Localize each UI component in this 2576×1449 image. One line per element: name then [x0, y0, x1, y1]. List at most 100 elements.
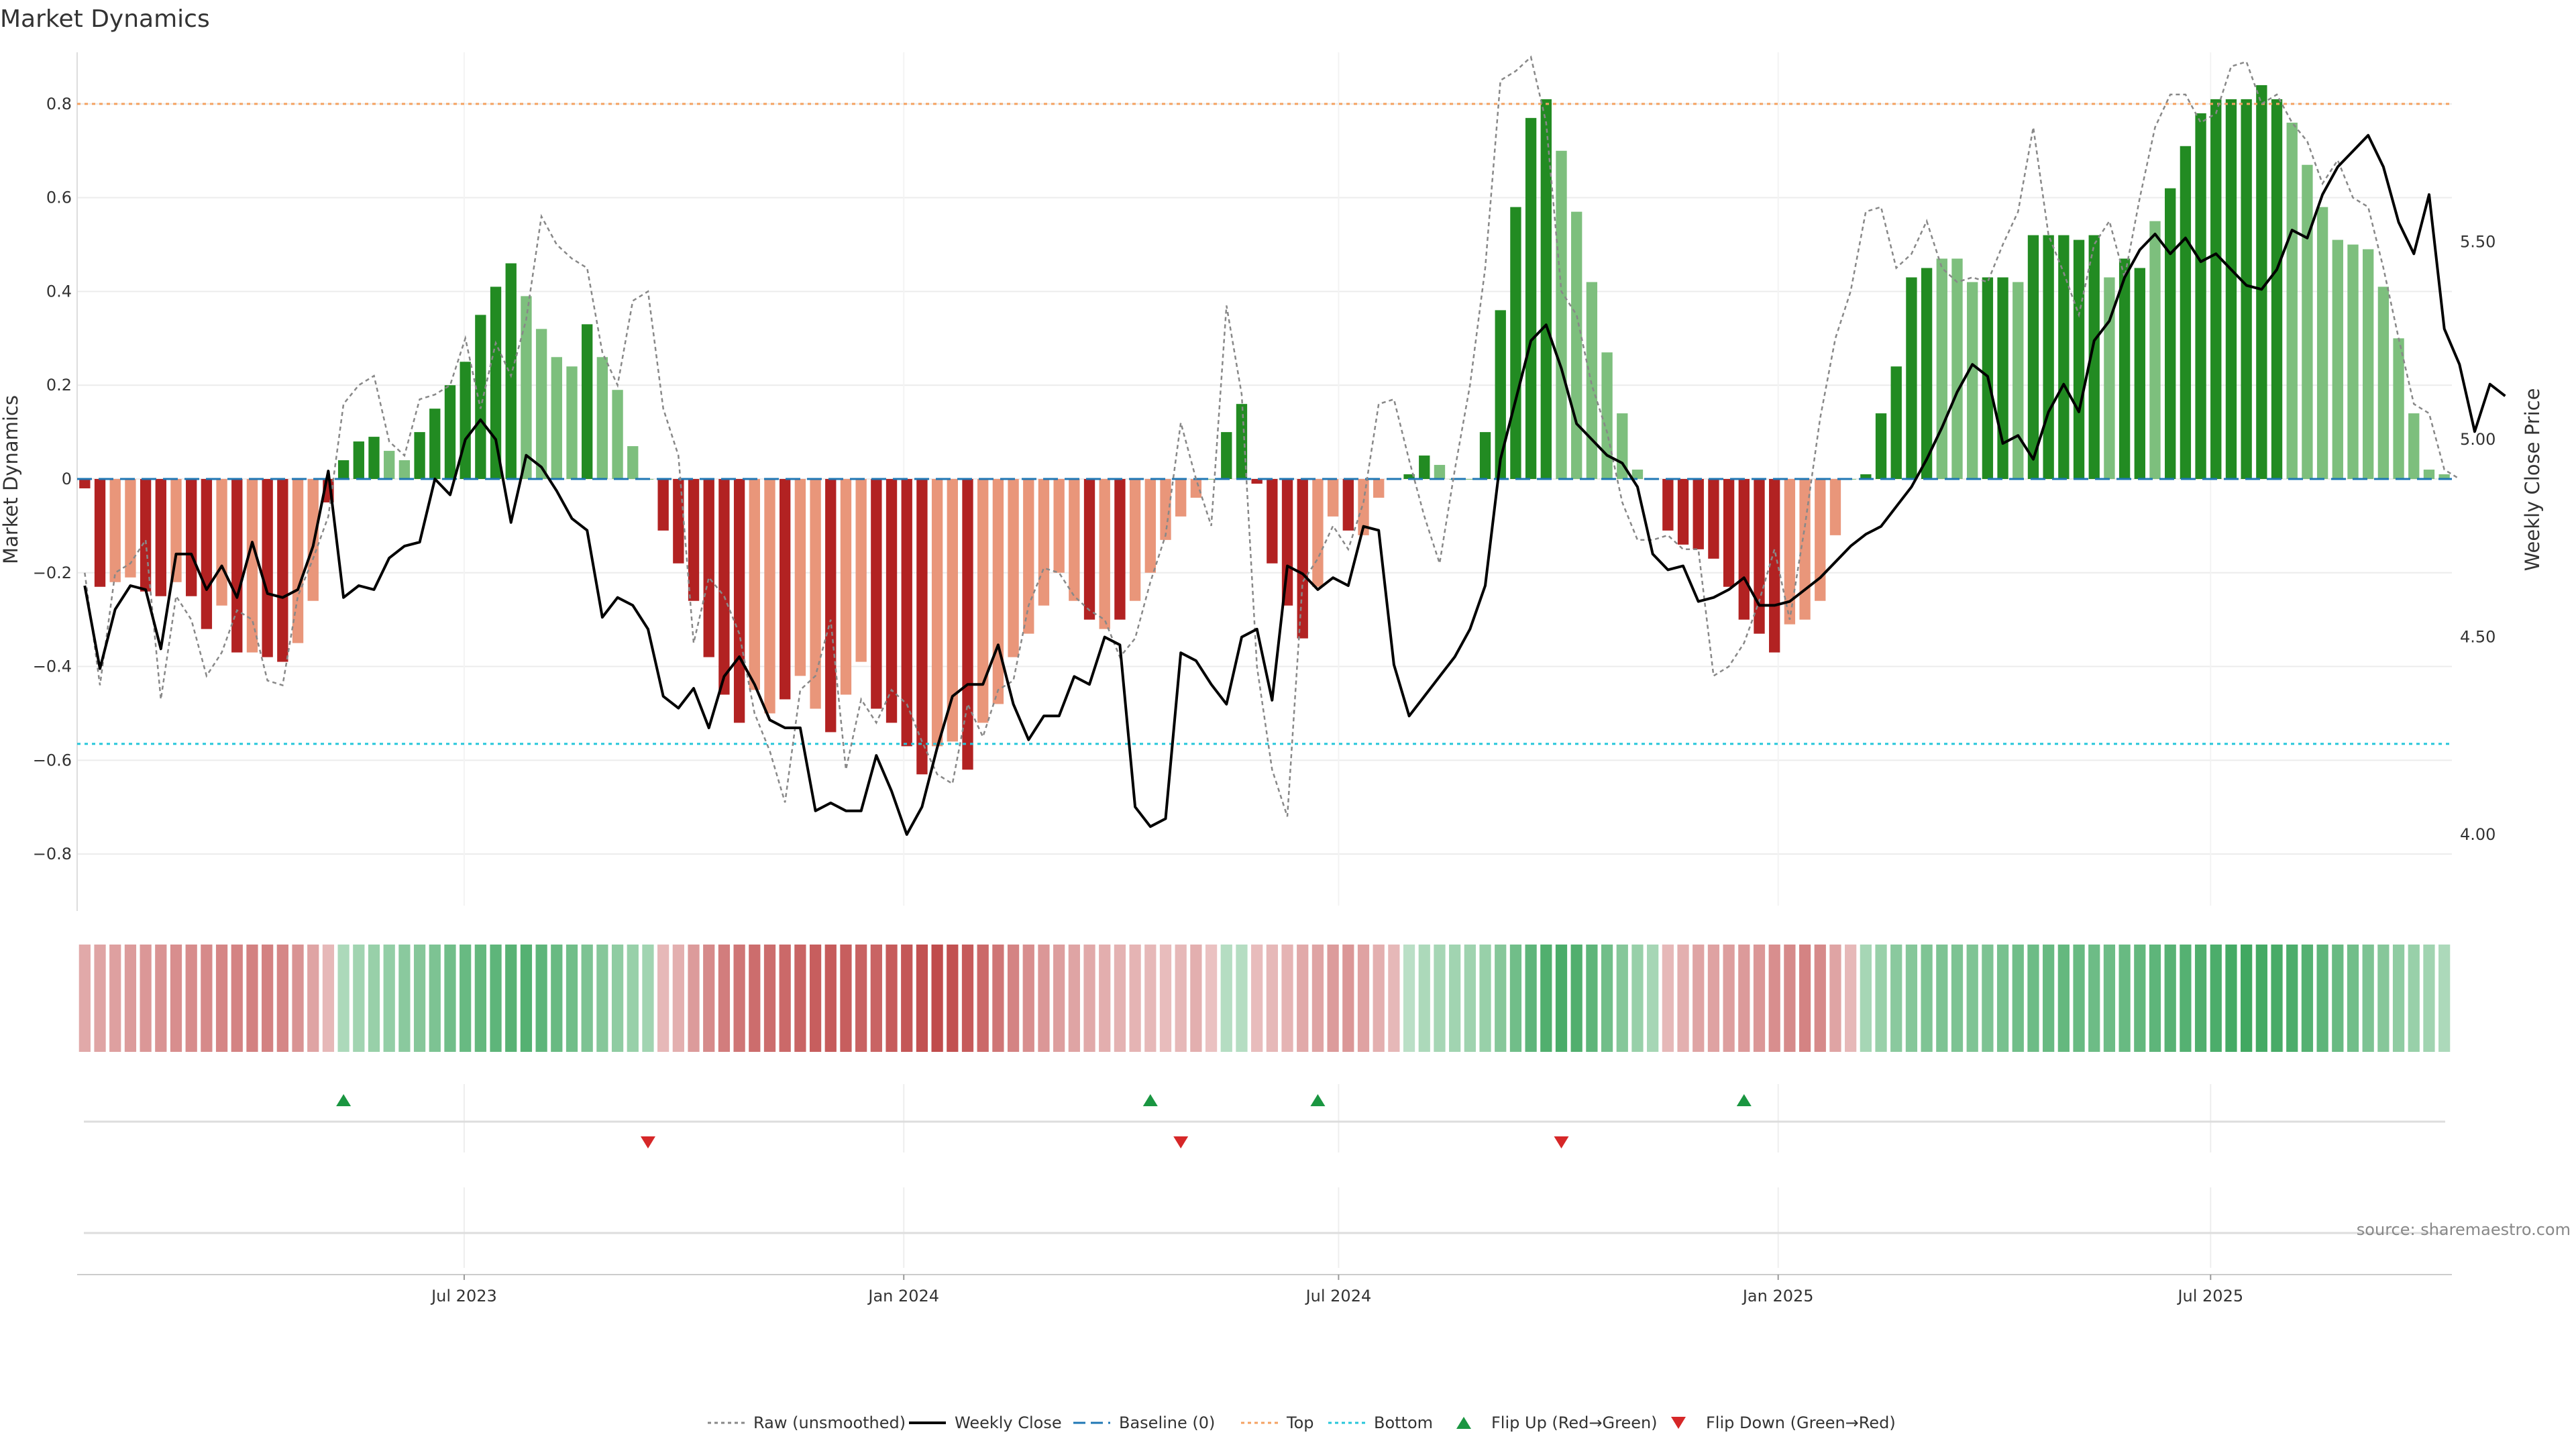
strip-cell: [2362, 945, 2374, 1052]
strip-cell: [185, 945, 197, 1052]
strip-cell: [124, 945, 137, 1052]
dynamics-bar: [1281, 479, 1293, 606]
strip-cell: [1114, 945, 1126, 1052]
dynamics-bar: [855, 479, 867, 662]
dynamics-bar: [840, 479, 852, 695]
legend-item: Flip Up (Red→Green): [1456, 1413, 1658, 1432]
strip-cell: [307, 945, 319, 1052]
strip-cell: [703, 945, 715, 1052]
strip-cell: [2347, 945, 2359, 1052]
strip-cell: [1540, 945, 1552, 1052]
line-series: [77, 55, 2506, 836]
strip-cell: [931, 945, 943, 1052]
dynamics-bar: [140, 479, 152, 592]
dynamics-bar: [1906, 277, 1917, 479]
dynamics-bar: [337, 460, 350, 479]
dynamics-bar: [2393, 338, 2404, 479]
right-y-ticks: 4.00 4.50 5.00 5.50: [2460, 233, 2496, 844]
strip-cell: [2103, 945, 2116, 1052]
dynamics-bar: [460, 362, 471, 479]
strip-cell: [292, 945, 304, 1052]
strip-cell: [2225, 945, 2237, 1052]
legend-item: Flip Down (Green→Red): [1671, 1413, 1896, 1432]
dynamics-bar: [170, 479, 182, 582]
strip-cell: [1707, 945, 1720, 1052]
dynamics-bar: [505, 263, 517, 479]
chart-title: Market Dynamics: [0, 5, 210, 33]
strip-cell: [231, 945, 243, 1052]
dynamics-bar: [1662, 479, 1674, 531]
dynamics-bar: [1784, 479, 1796, 625]
strip-cell: [398, 945, 411, 1052]
strip-cell: [1996, 945, 2009, 1052]
strip-cell: [947, 945, 959, 1052]
dynamics-bar: [216, 479, 227, 606]
dynamics-bar: [794, 479, 806, 676]
dynamics-bar: [1754, 479, 1765, 634]
strip-cell: [1236, 945, 1248, 1052]
strip-cell: [2149, 945, 2161, 1052]
strip-cell: [1693, 945, 1705, 1052]
legend-item: Weekly Close: [909, 1413, 1062, 1432]
dynamics-bar: [1144, 479, 1156, 573]
strip-cell: [1434, 945, 1446, 1052]
dynamics-bar: [384, 451, 395, 479]
dynamics-bar: [2347, 244, 2359, 479]
strip-cell: [2423, 945, 2435, 1052]
strip-cell: [78, 945, 91, 1052]
strip-cell: [2164, 945, 2176, 1052]
dynamics-bar: [2073, 239, 2085, 479]
dynamics-bar: [1951, 258, 1963, 479]
dynamics-bar: [1129, 479, 1141, 601]
strip-cell: [1677, 945, 1689, 1052]
dynamics-bar: [1708, 479, 1719, 559]
strip-cell: [170, 945, 182, 1052]
strip-cell: [262, 945, 274, 1052]
x-tick-label: Jul 2025: [2176, 1287, 2243, 1305]
dynamics-bar: [1464, 479, 1476, 480]
strip-cell: [1601, 945, 1613, 1052]
strip-cell: [2194, 945, 2207, 1052]
strip-cell: [520, 945, 533, 1052]
dynamics-bar: [1677, 479, 1689, 545]
y-tick-label: 0.4: [46, 282, 72, 301]
flip-down-marker: [1554, 1136, 1569, 1148]
dynamics-bar: [657, 479, 669, 531]
dynamics-bar: [2423, 470, 2435, 479]
dynamics-bar: [1997, 277, 2008, 479]
strip-cell: [596, 945, 608, 1052]
strip-cell: [322, 945, 335, 1052]
strip-cell: [1297, 945, 1309, 1052]
dynamics-bar: [596, 357, 608, 479]
strip-cell: [566, 945, 578, 1052]
strip-cell: [1555, 945, 1568, 1052]
y-tick-label: −0.4: [33, 657, 72, 676]
dynamics-bar: [1829, 479, 1841, 535]
dynamics-bar: [1053, 479, 1065, 573]
strip-cell: [1875, 945, 1887, 1052]
strip-cell: [1784, 945, 1796, 1052]
x-tick-label: Jan 2025: [1741, 1287, 1814, 1305]
dynamics-bar: [1525, 117, 1537, 479]
strip-cell: [1662, 945, 1674, 1052]
left-y-axis-label: Market Dynamics: [0, 395, 22, 564]
dynamics-bar: [444, 385, 456, 479]
strip-cell: [642, 945, 654, 1052]
dynamics-bar: [2118, 258, 2131, 479]
dynamics-bar: [2058, 235, 2070, 479]
strip-cell: [413, 945, 426, 1052]
dynamics-bar: [2165, 188, 2176, 479]
legend-label: Baseline (0): [1119, 1413, 1215, 1432]
strip-cell: [2408, 945, 2420, 1052]
dynamics-bar: [155, 479, 166, 596]
flip-down-marker: [640, 1136, 655, 1148]
strip-cell: [1099, 945, 1111, 1052]
strip-cell: [490, 945, 502, 1052]
dynamics-bar: [977, 479, 989, 723]
strip-cell: [1829, 945, 1841, 1052]
dynamics-bar: [931, 479, 943, 747]
x-tick-label: Jul 2024: [1305, 1287, 1372, 1305]
strip-cell: [1905, 945, 1918, 1052]
legend-item: Top: [1241, 1413, 1314, 1432]
dynamics-bar: [1693, 479, 1704, 549]
